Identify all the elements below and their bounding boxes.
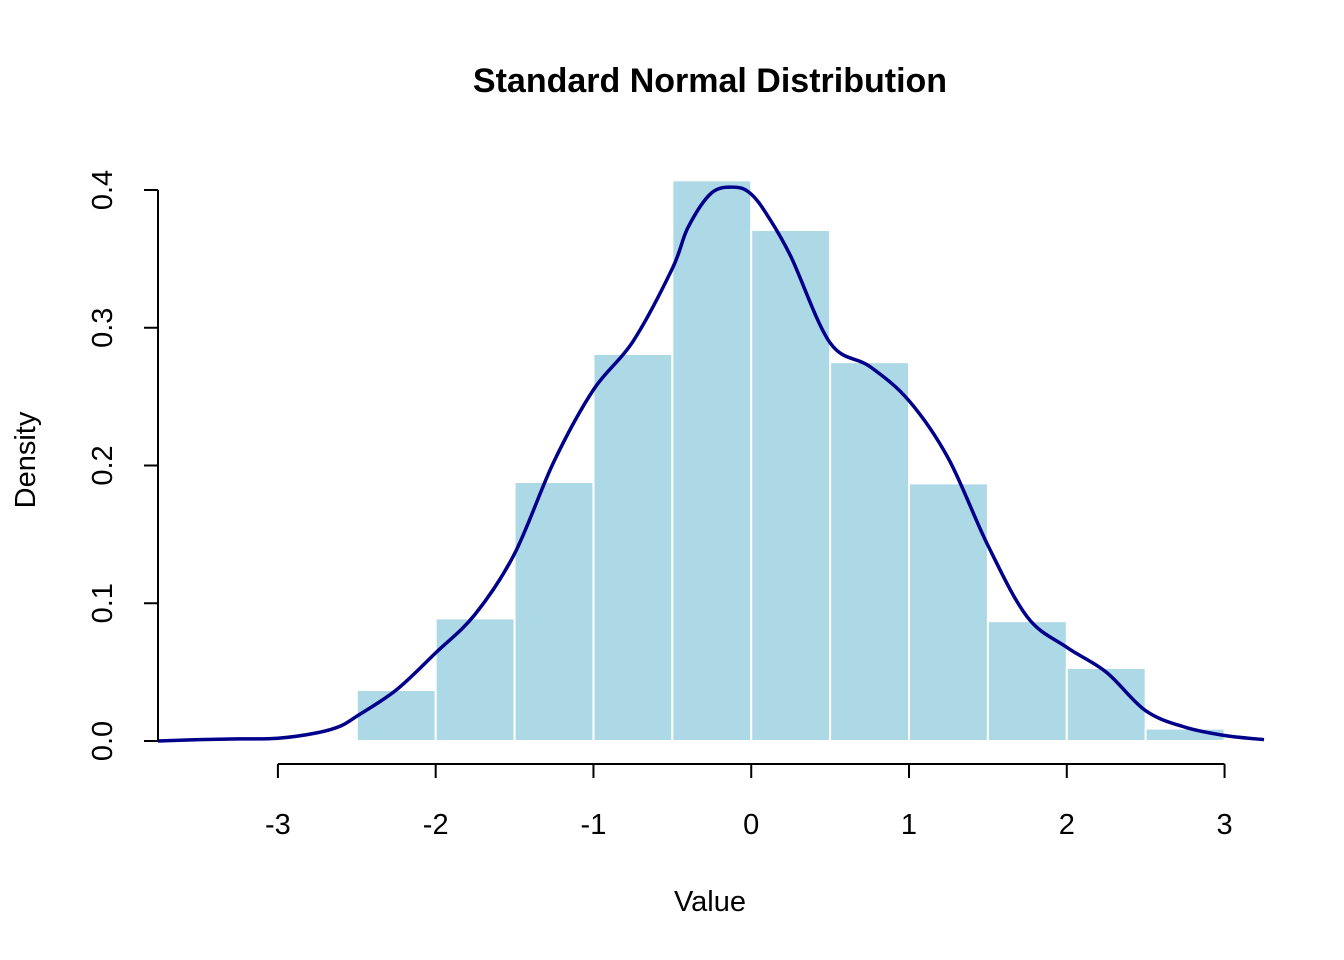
y-axis: 0.0 0.1 0.2 0.3 0.4 [87, 170, 159, 761]
y-tick-label: 0.4 [87, 170, 119, 210]
histogram-bar [355, 689, 437, 742]
density-curve [157, 185, 1265, 743]
histogram-bar [750, 228, 832, 742]
y-tick-label: 0.1 [87, 583, 119, 623]
x-axis-label: Value [674, 886, 746, 918]
x-axis: -3 -2 -1 0 1 2 3 [265, 763, 1233, 841]
x-tick-label: 2 [1059, 809, 1075, 841]
histogram-bar [592, 352, 674, 742]
chart-title: Standard Normal Distribution [473, 62, 947, 100]
y-tick-label: 0.2 [87, 445, 119, 485]
x-tick-label: 1 [901, 809, 917, 841]
x-tick-label: 3 [1216, 809, 1232, 841]
y-tick-label: 0.3 [87, 308, 119, 348]
histogram-bar [671, 179, 753, 743]
histogram-bar [908, 482, 989, 742]
x-tick-label: 0 [743, 809, 759, 841]
x-tick-label: -2 [423, 809, 449, 841]
histogram-bar [276, 738, 358, 742]
histogram-bar [1065, 666, 1147, 742]
y-axis-label: Density [10, 411, 42, 508]
x-tick-label: -3 [265, 809, 291, 841]
x-tick-label: -1 [581, 809, 607, 841]
histogram-bar [513, 481, 595, 742]
histogram-bar [829, 361, 911, 742]
y-tick-label: 0.0 [87, 721, 119, 761]
histogram-bar [434, 617, 516, 743]
histogram-bars [276, 179, 1226, 743]
